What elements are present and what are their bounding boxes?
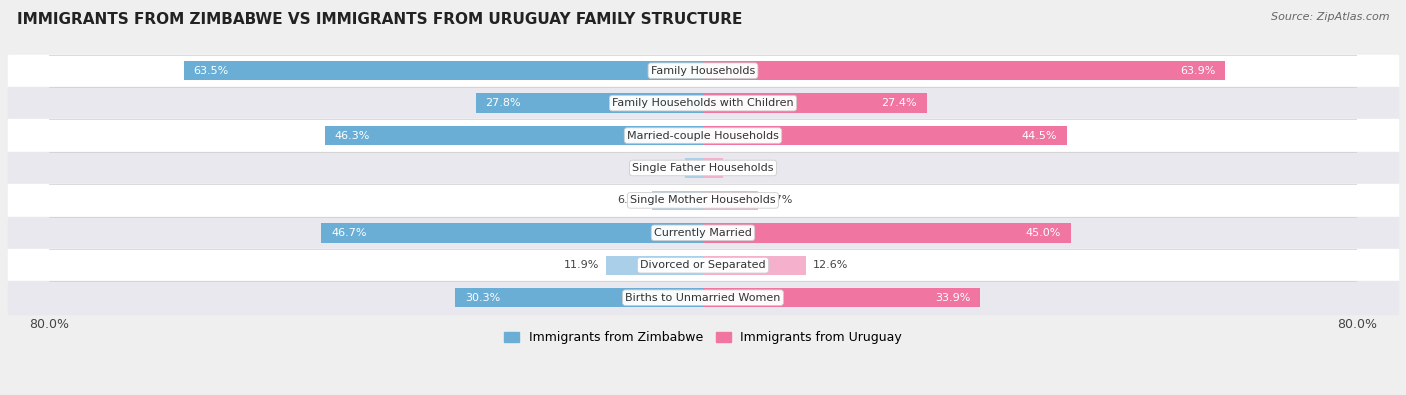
- Bar: [325, 126, 703, 145]
- Bar: [703, 191, 758, 210]
- Text: 63.9%: 63.9%: [1180, 66, 1216, 76]
- Text: 12.6%: 12.6%: [813, 260, 848, 270]
- Text: Single Father Households: Single Father Households: [633, 163, 773, 173]
- Text: Currently Married: Currently Married: [654, 228, 752, 238]
- Text: 27.8%: 27.8%: [485, 98, 522, 108]
- Bar: [8, 184, 1398, 216]
- Bar: [685, 158, 703, 178]
- Text: Divorced or Separated: Divorced or Separated: [640, 260, 766, 270]
- Text: IMMIGRANTS FROM ZIMBABWE VS IMMIGRANTS FROM URUGUAY FAMILY STRUCTURE: IMMIGRANTS FROM ZIMBABWE VS IMMIGRANTS F…: [17, 12, 742, 27]
- Bar: [703, 126, 1067, 145]
- Bar: [321, 223, 703, 243]
- Bar: [703, 93, 927, 113]
- Bar: [652, 191, 703, 210]
- Text: 6.2%: 6.2%: [617, 196, 645, 205]
- Bar: [8, 249, 1398, 282]
- Text: 11.9%: 11.9%: [564, 260, 599, 270]
- Bar: [703, 158, 723, 178]
- Text: Source: ZipAtlas.com: Source: ZipAtlas.com: [1271, 12, 1389, 22]
- Text: 2.2%: 2.2%: [650, 163, 679, 173]
- Bar: [703, 61, 1226, 81]
- Bar: [8, 119, 1398, 152]
- Text: 2.4%: 2.4%: [730, 163, 758, 173]
- Bar: [8, 216, 1398, 249]
- Text: 33.9%: 33.9%: [935, 293, 970, 303]
- Bar: [475, 93, 703, 113]
- Text: 63.5%: 63.5%: [194, 66, 229, 76]
- Bar: [703, 256, 806, 275]
- Bar: [703, 288, 980, 307]
- Text: 44.5%: 44.5%: [1021, 131, 1057, 141]
- Text: 45.0%: 45.0%: [1025, 228, 1062, 238]
- Bar: [456, 288, 703, 307]
- Bar: [184, 61, 703, 81]
- Text: Births to Unmarried Women: Births to Unmarried Women: [626, 293, 780, 303]
- Bar: [8, 152, 1398, 184]
- Bar: [8, 87, 1398, 119]
- Text: 27.4%: 27.4%: [882, 98, 917, 108]
- Bar: [8, 282, 1398, 314]
- Text: 46.3%: 46.3%: [335, 131, 370, 141]
- Text: Family Households with Children: Family Households with Children: [612, 98, 794, 108]
- Bar: [8, 55, 1398, 87]
- Text: Family Households: Family Households: [651, 66, 755, 76]
- Bar: [703, 223, 1071, 243]
- Legend: Immigrants from Zimbabwe, Immigrants from Uruguay: Immigrants from Zimbabwe, Immigrants fro…: [499, 326, 907, 349]
- Text: 6.7%: 6.7%: [765, 196, 793, 205]
- Text: 46.7%: 46.7%: [330, 228, 367, 238]
- Text: Single Mother Households: Single Mother Households: [630, 196, 776, 205]
- Text: Married-couple Households: Married-couple Households: [627, 131, 779, 141]
- Bar: [606, 256, 703, 275]
- Text: 30.3%: 30.3%: [465, 293, 501, 303]
